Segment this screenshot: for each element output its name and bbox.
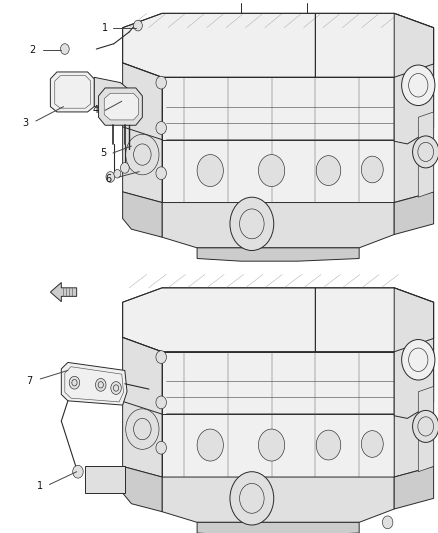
Circle shape <box>258 429 285 461</box>
Circle shape <box>382 516 393 529</box>
Polygon shape <box>123 466 162 512</box>
Circle shape <box>156 167 166 180</box>
Polygon shape <box>123 337 162 477</box>
Circle shape <box>156 351 166 364</box>
Circle shape <box>156 122 166 134</box>
Circle shape <box>69 376 80 389</box>
Text: 1: 1 <box>102 23 108 33</box>
Circle shape <box>413 136 438 168</box>
Polygon shape <box>61 362 127 405</box>
Circle shape <box>126 409 159 449</box>
Polygon shape <box>50 72 94 112</box>
Circle shape <box>120 163 129 173</box>
Circle shape <box>361 431 383 457</box>
Circle shape <box>230 472 274 525</box>
Polygon shape <box>123 13 434 77</box>
Circle shape <box>197 155 223 187</box>
Polygon shape <box>162 352 394 477</box>
Polygon shape <box>85 466 125 493</box>
Circle shape <box>134 20 142 31</box>
Circle shape <box>361 156 383 183</box>
Polygon shape <box>94 77 127 112</box>
Circle shape <box>402 340 435 380</box>
Text: 4: 4 <box>92 106 99 115</box>
Circle shape <box>316 156 341 185</box>
Polygon shape <box>394 13 434 144</box>
Circle shape <box>111 382 121 394</box>
Text: 1: 1 <box>37 481 43 491</box>
Polygon shape <box>123 192 162 237</box>
Polygon shape <box>99 88 142 125</box>
Polygon shape <box>418 112 434 197</box>
Circle shape <box>60 44 69 54</box>
Polygon shape <box>394 288 434 418</box>
Text: 6: 6 <box>106 174 112 183</box>
Circle shape <box>230 197 274 251</box>
Circle shape <box>402 65 435 106</box>
Polygon shape <box>162 477 394 522</box>
Circle shape <box>258 155 285 187</box>
Text: 7: 7 <box>26 376 32 385</box>
Polygon shape <box>123 63 162 203</box>
Polygon shape <box>394 338 434 477</box>
Polygon shape <box>162 77 394 203</box>
Circle shape <box>106 172 115 182</box>
Circle shape <box>197 429 223 461</box>
Text: 3: 3 <box>22 118 28 127</box>
Polygon shape <box>123 288 434 352</box>
Circle shape <box>413 410 438 442</box>
Circle shape <box>114 169 121 178</box>
Circle shape <box>126 134 159 175</box>
Circle shape <box>156 76 166 89</box>
Polygon shape <box>162 203 394 248</box>
Circle shape <box>156 396 166 409</box>
Polygon shape <box>197 522 359 533</box>
Circle shape <box>156 441 166 454</box>
Polygon shape <box>50 282 77 302</box>
Polygon shape <box>394 64 434 203</box>
Text: 5: 5 <box>100 148 106 158</box>
Polygon shape <box>197 248 359 261</box>
Circle shape <box>316 430 341 460</box>
Circle shape <box>73 465 83 478</box>
Text: 2: 2 <box>30 45 36 54</box>
Polygon shape <box>418 386 434 472</box>
Polygon shape <box>104 93 138 120</box>
Circle shape <box>95 378 106 391</box>
Polygon shape <box>394 192 434 235</box>
Polygon shape <box>394 466 434 509</box>
